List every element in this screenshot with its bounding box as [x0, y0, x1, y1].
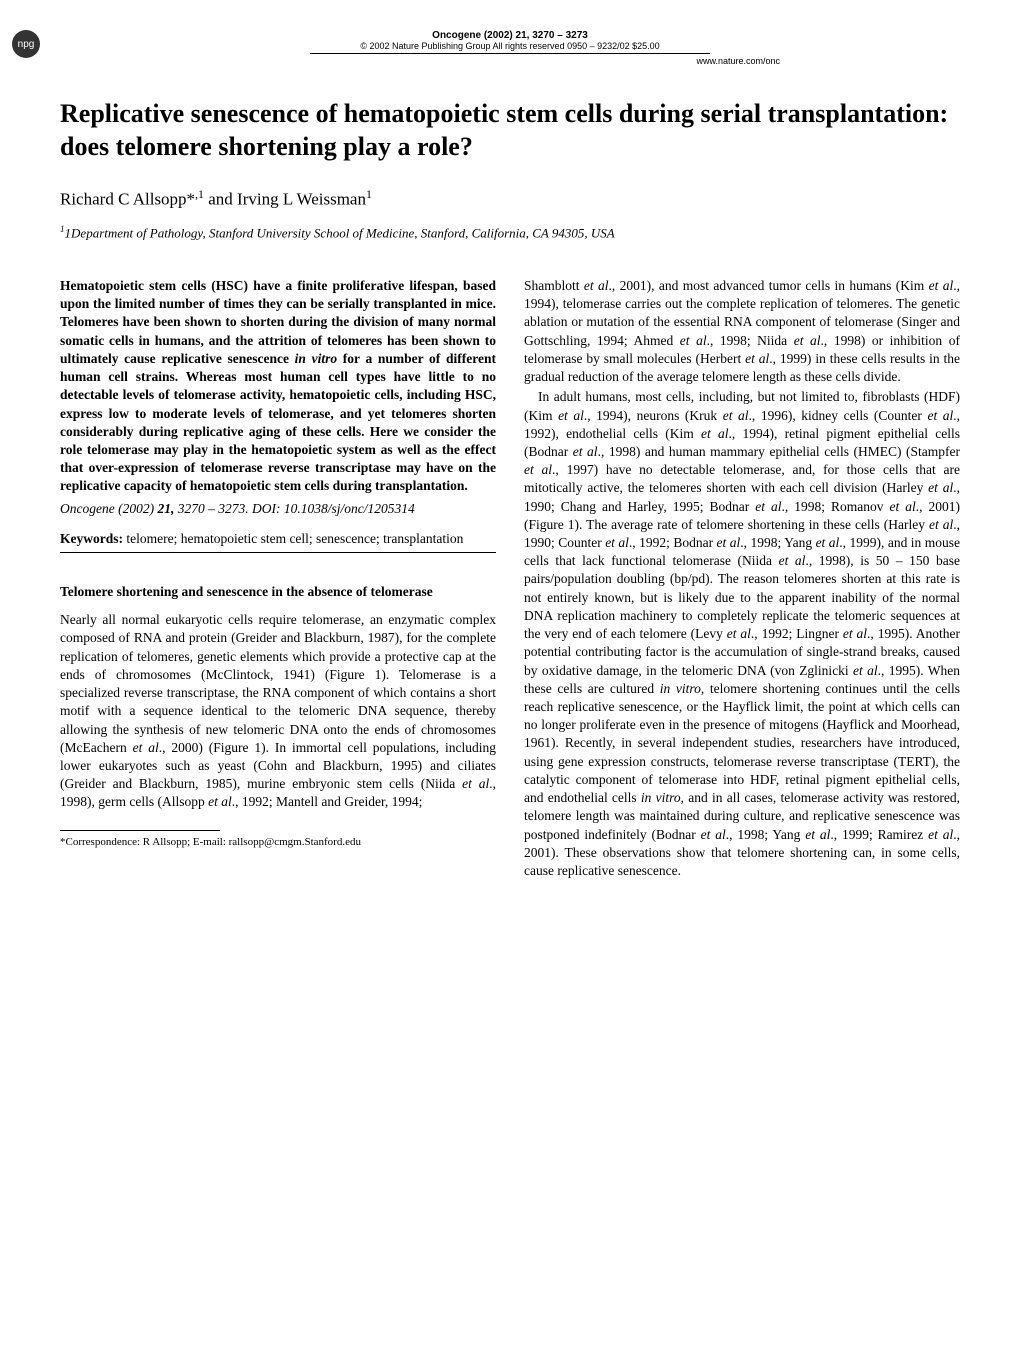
left-body-text: Nearly all normal eukaryotic cells requi… — [60, 611, 496, 811]
publisher-logo: npg — [12, 30, 40, 58]
section-heading: Telomere shortening and senescence in th… — [60, 583, 496, 601]
authors: Richard C Allsopp*,1 and Irving L Weissm… — [60, 187, 960, 210]
journal-header: Oncogene (2002) 21, 3270 – 3273 © 2002 N… — [60, 30, 960, 66]
keywords-label: Keywords: — [60, 531, 123, 546]
journal-citation: Oncogene (2002) 21, 3270 – 3273 — [60, 30, 960, 41]
abstract-text: Hematopoietic stem cells (HSC) have a fi… — [60, 278, 496, 493]
right-body-paragraph-2: In adult humans, most cells, including, … — [524, 388, 960, 880]
two-column-body: Hematopoietic stem cells (HSC) have a fi… — [60, 277, 960, 880]
right-body-paragraph-1: Shamblott et al., 2001), and most advanc… — [524, 277, 960, 386]
keywords: Keywords: telomere; hematopoietic stem c… — [60, 530, 496, 548]
keywords-divider — [60, 552, 496, 553]
journal-url: www.nature.com/onc — [60, 56, 780, 66]
keywords-text: telomere; hematopoietic stem cell; senes… — [123, 531, 463, 546]
article-title: Replicative senescence of hematopoietic … — [60, 98, 960, 163]
affiliation-text: 1Department of Pathology, Stanford Unive… — [65, 225, 615, 240]
abstract: Hematopoietic stem cells (HSC) have a fi… — [60, 277, 496, 518]
left-column: Hematopoietic stem cells (HSC) have a fi… — [60, 277, 496, 880]
affiliation: 11Department of Pathology, Stanford Univ… — [60, 224, 960, 241]
correspondence-footnote: *Correspondence: R Allsopp; E-mail: rall… — [60, 835, 496, 850]
abstract-citation: Oncogene (2002) 21, 3270 – 3273. DOI: 10… — [60, 500, 496, 518]
footnote-divider — [60, 830, 220, 831]
header-divider — [310, 53, 710, 54]
right-column: Shamblott et al., 2001), and most advanc… — [524, 277, 960, 880]
copyright-line: © 2002 Nature Publishing Group All right… — [60, 41, 960, 51]
